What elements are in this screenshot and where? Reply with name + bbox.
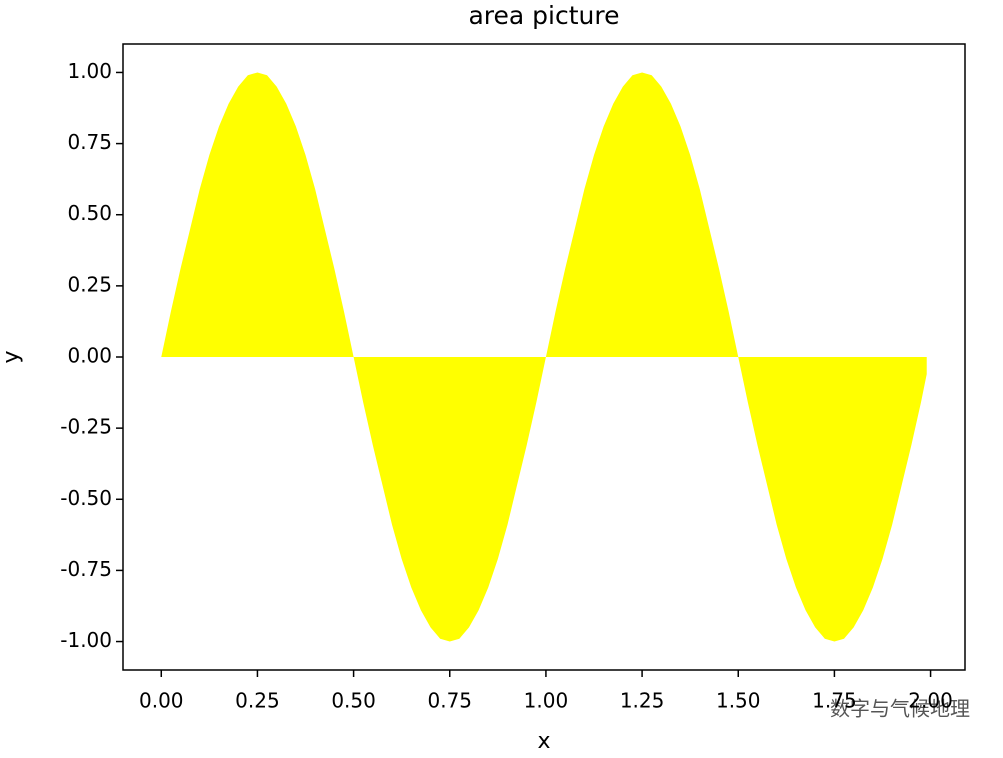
area (161, 72, 927, 642)
x-axis-label: x (537, 729, 550, 754)
x-tick-label: 1.75 (812, 689, 857, 713)
y-tick-label: 0.50 (67, 201, 112, 225)
y-tick-label: -0.75 (60, 557, 112, 581)
y-tick-label: 0.00 (67, 344, 112, 368)
x-tick-label: 1.00 (524, 689, 569, 713)
x-tick-label: 1.50 (716, 689, 761, 713)
y-tick-label: -0.50 (60, 486, 112, 510)
y-axis-label: y (0, 350, 24, 363)
y-tick-label: 0.25 (67, 272, 112, 296)
y-tick-label: -1.00 (60, 628, 112, 652)
x-tick-label: 0.50 (331, 689, 376, 713)
x-tick-label: 1.25 (620, 689, 665, 713)
y-tick-label: 0.75 (67, 130, 112, 154)
x-tick-label: 0.75 (427, 689, 472, 713)
x-tick-label: 0.25 (235, 689, 280, 713)
plot-frame (122, 43, 966, 671)
chart-title: area picture (468, 1, 619, 30)
y-tick-label: 1.00 (67, 59, 112, 83)
y-tick-label: -0.25 (60, 415, 112, 439)
watermark: 数字与气候地理 (830, 697, 970, 721)
x-tick-label: 2.00 (908, 689, 953, 713)
x-tick-label: 0.00 (139, 689, 184, 713)
